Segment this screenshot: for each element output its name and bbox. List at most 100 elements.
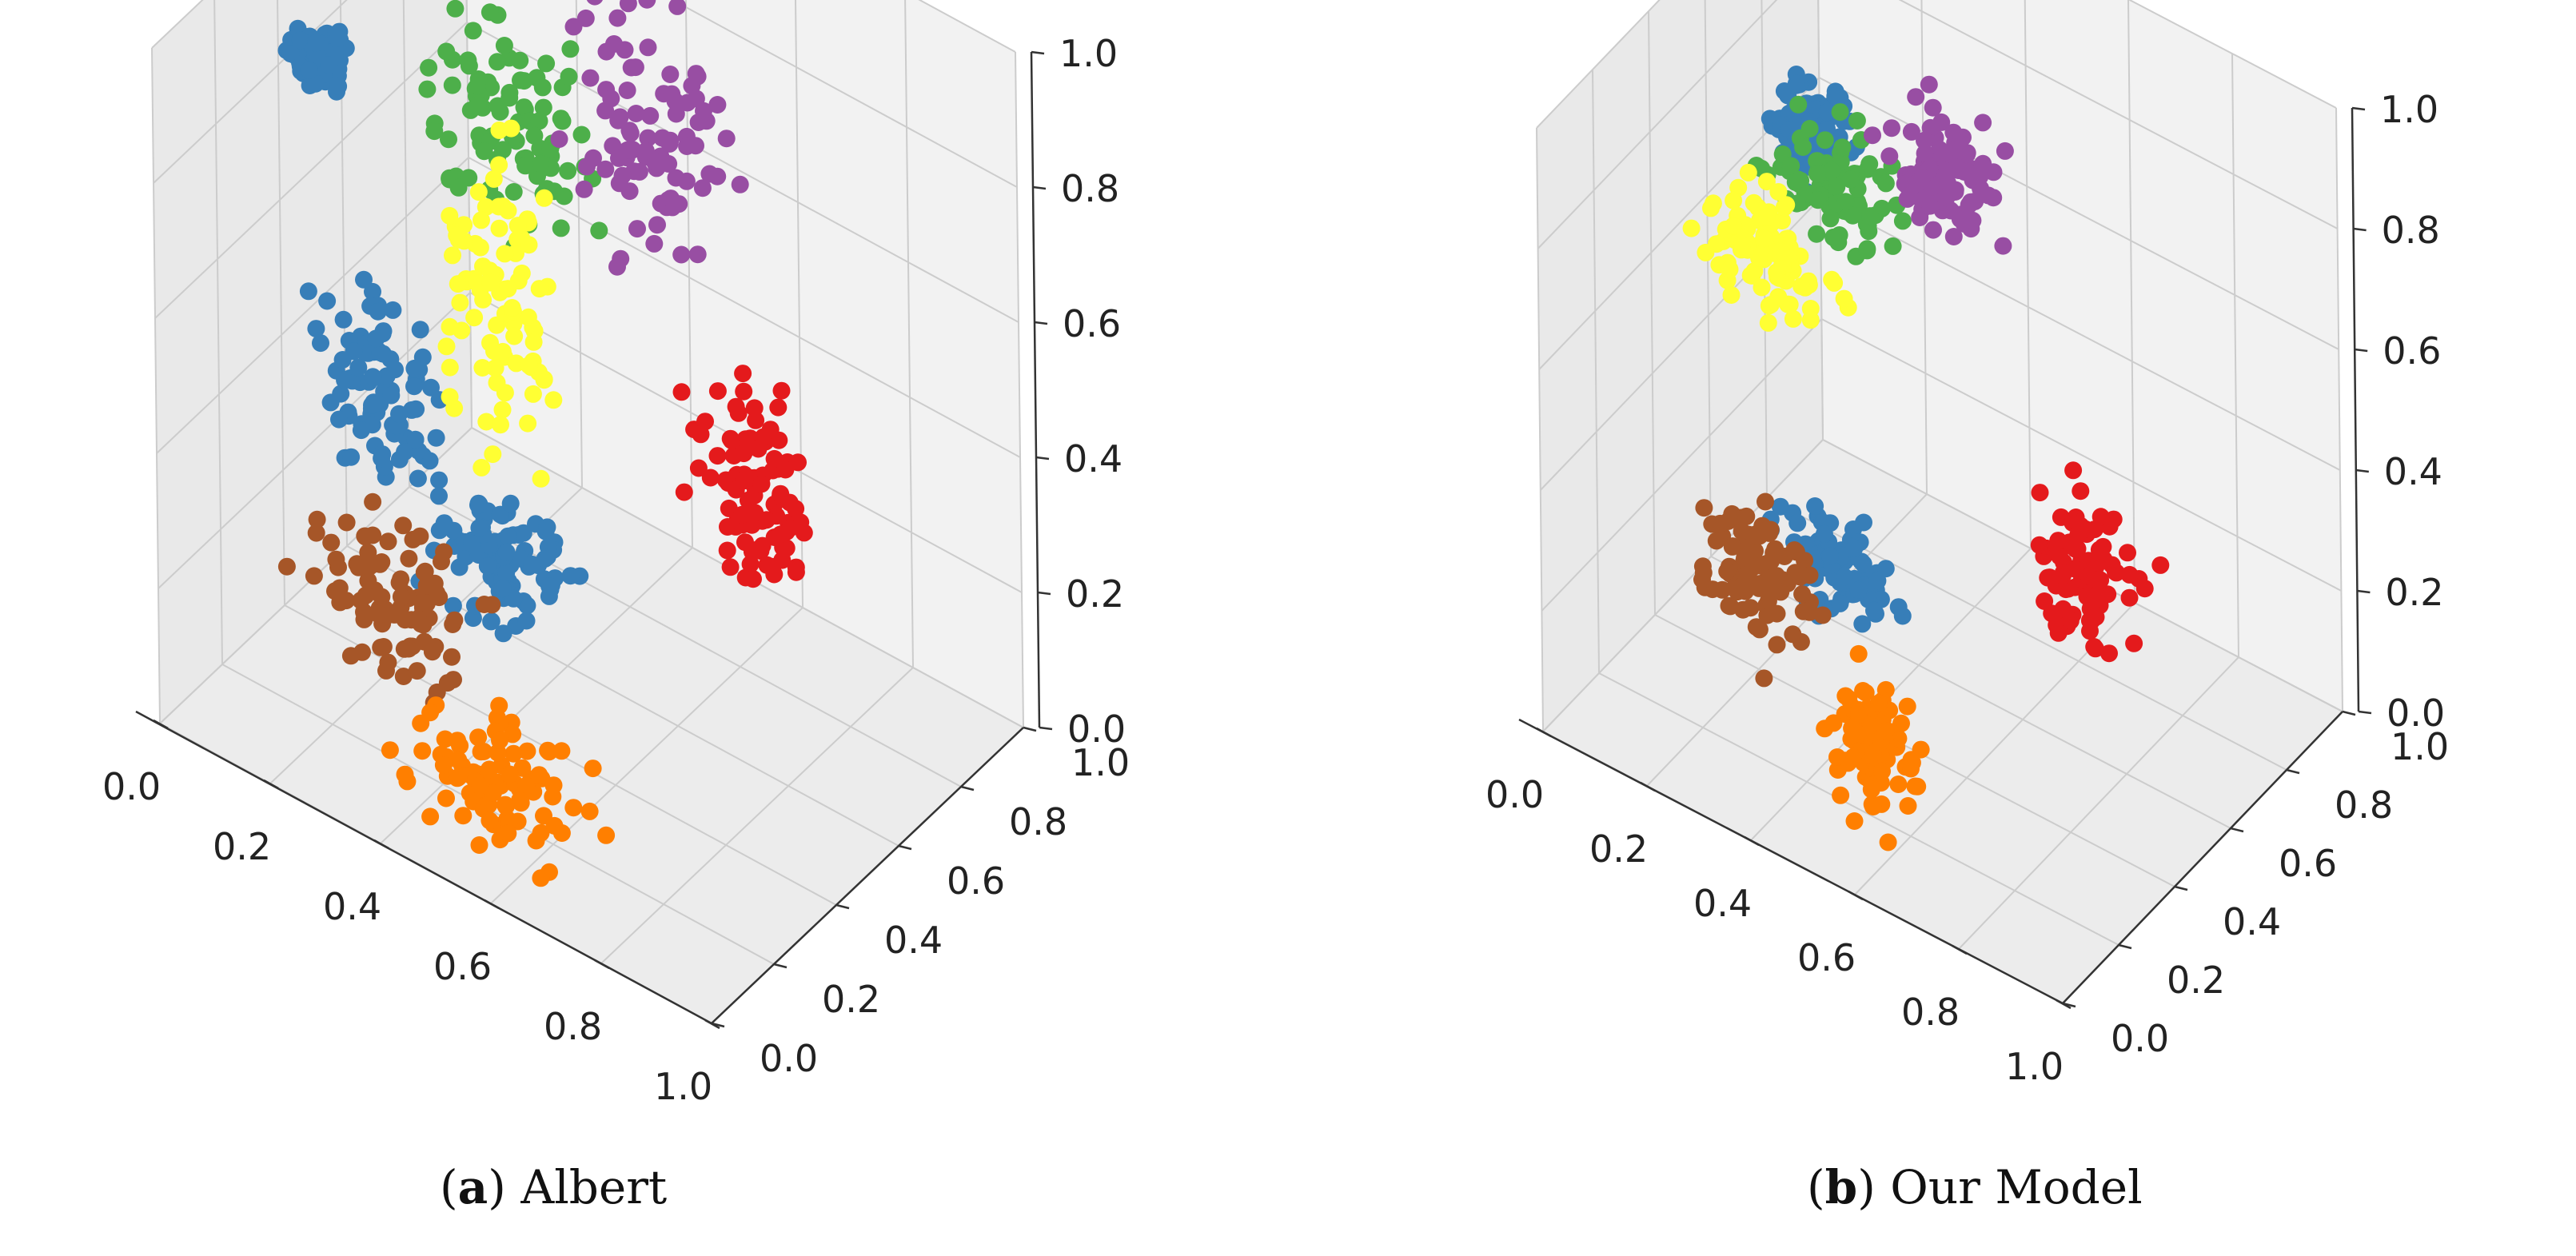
data-point bbox=[708, 96, 727, 114]
z-tick bbox=[2353, 227, 2367, 232]
data-point bbox=[1828, 748, 1846, 766]
x-tick-label: 1.0 bbox=[654, 1065, 712, 1108]
y-tick bbox=[960, 785, 975, 791]
z-tick-label: 0.6 bbox=[1063, 302, 1121, 345]
data-point bbox=[1845, 539, 1864, 557]
data-point bbox=[535, 189, 553, 207]
data-point bbox=[417, 594, 436, 612]
grid-line bbox=[1898, 0, 2339, 229]
data-point bbox=[735, 445, 753, 463]
data-point bbox=[384, 301, 402, 319]
data-point bbox=[495, 37, 513, 54]
grid-line bbox=[1542, 439, 1824, 732]
data-point bbox=[374, 638, 393, 656]
data-point bbox=[460, 57, 478, 75]
data-point bbox=[1800, 120, 1819, 138]
data-point bbox=[1844, 206, 1862, 225]
data-point bbox=[1954, 128, 1972, 146]
data-point bbox=[400, 549, 418, 568]
data-point bbox=[515, 98, 533, 117]
data-point bbox=[1768, 636, 1786, 654]
data-point bbox=[544, 776, 563, 795]
data-point bbox=[357, 528, 375, 546]
data-point bbox=[744, 570, 762, 588]
data-point bbox=[1876, 174, 1895, 193]
data-point bbox=[527, 831, 545, 850]
data-point bbox=[421, 807, 440, 826]
grid-line bbox=[1648, 10, 1656, 616]
grid-line bbox=[1820, 197, 2341, 471]
data-point bbox=[1753, 278, 1771, 297]
y-tick bbox=[2342, 710, 2356, 716]
data-point bbox=[412, 615, 430, 633]
data-point bbox=[1916, 144, 1934, 162]
data-point bbox=[630, 162, 648, 181]
grid-line bbox=[1541, 318, 1823, 612]
z-tick bbox=[1035, 456, 1050, 461]
data-point bbox=[708, 382, 727, 401]
data-point bbox=[415, 564, 433, 581]
data-point bbox=[545, 816, 564, 835]
data-point bbox=[1823, 161, 1840, 180]
data-point bbox=[322, 533, 341, 552]
data-point bbox=[1907, 88, 1925, 106]
data-point bbox=[477, 197, 495, 216]
data-point bbox=[1828, 761, 1847, 779]
data-point bbox=[494, 624, 512, 643]
data-point bbox=[515, 72, 533, 90]
scatter-points bbox=[277, 0, 813, 887]
data-point bbox=[1824, 714, 1843, 732]
y-tick bbox=[711, 1022, 725, 1028]
data-point bbox=[1916, 131, 1933, 150]
data-point bbox=[773, 551, 792, 569]
y-tick bbox=[773, 963, 788, 969]
data-point bbox=[1755, 229, 1773, 248]
data-point bbox=[433, 552, 450, 571]
z-axis-line bbox=[1030, 51, 1041, 728]
data-point bbox=[1902, 751, 1920, 769]
data-point bbox=[1826, 87, 1844, 106]
data-point bbox=[561, 567, 580, 585]
data-point bbox=[727, 397, 745, 416]
data-point bbox=[552, 742, 571, 760]
z-tick-label: 1.0 bbox=[1059, 32, 1118, 75]
data-point bbox=[443, 648, 461, 666]
z-tick bbox=[2355, 348, 2368, 353]
data-point bbox=[1893, 212, 1912, 230]
y-tick bbox=[2286, 768, 2300, 775]
data-point bbox=[1849, 644, 1868, 663]
data-point bbox=[1835, 289, 1853, 308]
x-tick bbox=[373, 839, 389, 850]
data-point bbox=[441, 317, 459, 336]
data-point bbox=[1800, 566, 1819, 584]
data-point bbox=[435, 514, 453, 532]
data-point bbox=[320, 56, 338, 74]
data-point bbox=[332, 385, 350, 403]
data-point bbox=[518, 596, 536, 615]
data-point bbox=[1733, 522, 1751, 540]
data-point bbox=[448, 226, 466, 245]
side-pane bbox=[1537, 0, 1823, 732]
z-tick-label: 0.4 bbox=[1064, 437, 1123, 480]
data-point bbox=[291, 31, 309, 50]
data-point bbox=[2057, 580, 2075, 599]
data-point bbox=[1789, 95, 1808, 114]
scatter3d-panel-albert: 0.00.20.40.60.81.00.00.20.40.60.81.00.00… bbox=[102, 0, 1130, 1108]
data-point bbox=[586, 0, 603, 6]
data-point bbox=[618, 82, 636, 99]
data-point bbox=[1984, 163, 2003, 181]
data-point bbox=[359, 572, 377, 590]
data-point bbox=[1835, 568, 1853, 586]
data-point bbox=[1849, 706, 1868, 724]
data-point bbox=[639, 129, 657, 147]
data-point bbox=[1792, 277, 1811, 296]
grid-line bbox=[1710, 556, 2231, 829]
data-point bbox=[2043, 604, 2061, 623]
z-tick bbox=[1034, 321, 1048, 325]
data-point bbox=[1899, 797, 1917, 815]
data-point bbox=[1818, 103, 1836, 122]
data-point bbox=[443, 76, 461, 94]
caption-a: (a) Albert bbox=[440, 1160, 667, 1214]
y-tick-label: 1.0 bbox=[1071, 741, 1130, 784]
data-point bbox=[1778, 574, 1796, 592]
